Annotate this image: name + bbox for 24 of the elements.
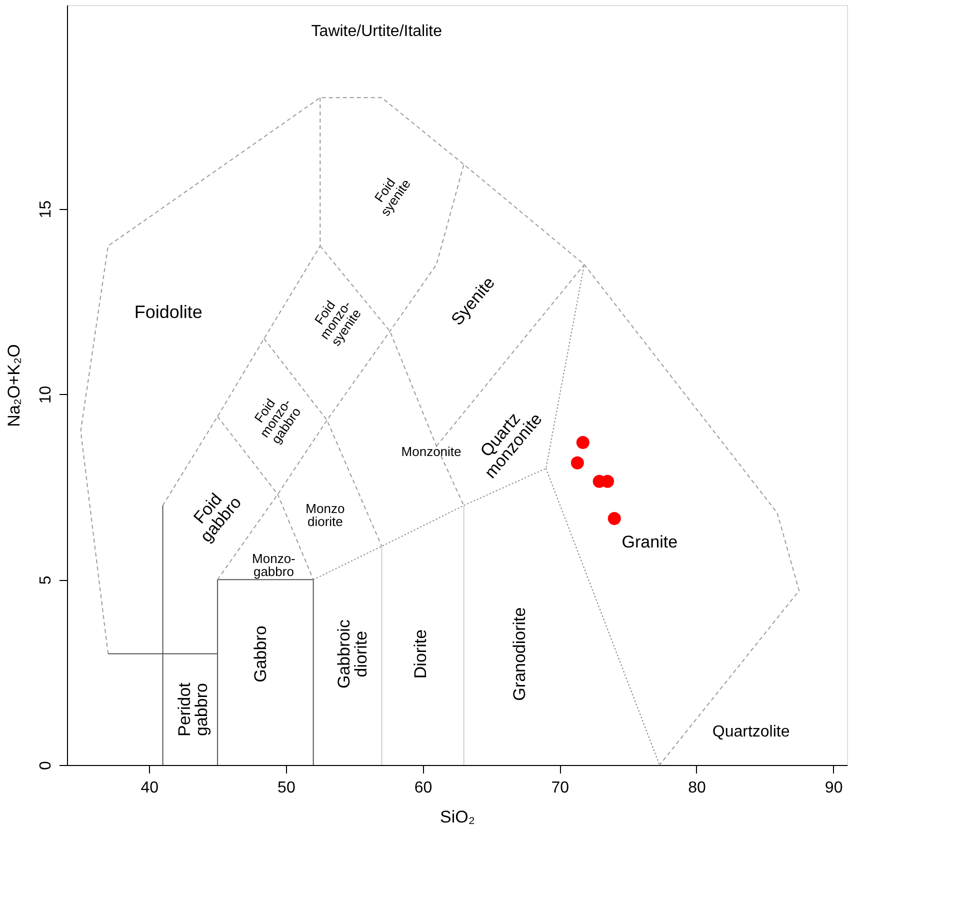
annotation: Monzo- gabbro	[252, 551, 296, 580]
annotation: Diorite	[411, 629, 430, 679]
x-tick-label: 80	[688, 780, 706, 796]
annotation: Monzo diorite	[306, 500, 345, 529]
y-tick-label: 15	[38, 200, 54, 218]
x-tick-label: 70	[551, 780, 570, 796]
annotation: Quartzolite	[712, 724, 790, 741]
x-tick-label: 90	[824, 780, 843, 796]
annotation: Tawite/Urtite/Italite	[311, 22, 442, 40]
annotation: Granodiorite	[510, 607, 530, 701]
y-tick-label: 5	[38, 576, 54, 585]
annotation: Peridot gabbro	[174, 682, 211, 736]
y-tick-label: 0	[38, 760, 54, 770]
y-tick-label: 10	[38, 386, 54, 404]
x-axis-title: SiO₂	[440, 808, 475, 826]
y-axis-title: Na₂O+K₂O	[4, 344, 24, 427]
annotation: Gabbro	[251, 626, 270, 682]
annotation: Gabbroic diorite	[334, 619, 371, 689]
x-tick-label: 60	[414, 780, 432, 796]
x-tick-label: 40	[140, 780, 159, 796]
x-tick-label: 50	[278, 780, 296, 796]
annotation: Monzonite	[401, 444, 462, 459]
annotation: Foidolite	[134, 302, 202, 322]
annotation: Granite	[622, 532, 678, 552]
